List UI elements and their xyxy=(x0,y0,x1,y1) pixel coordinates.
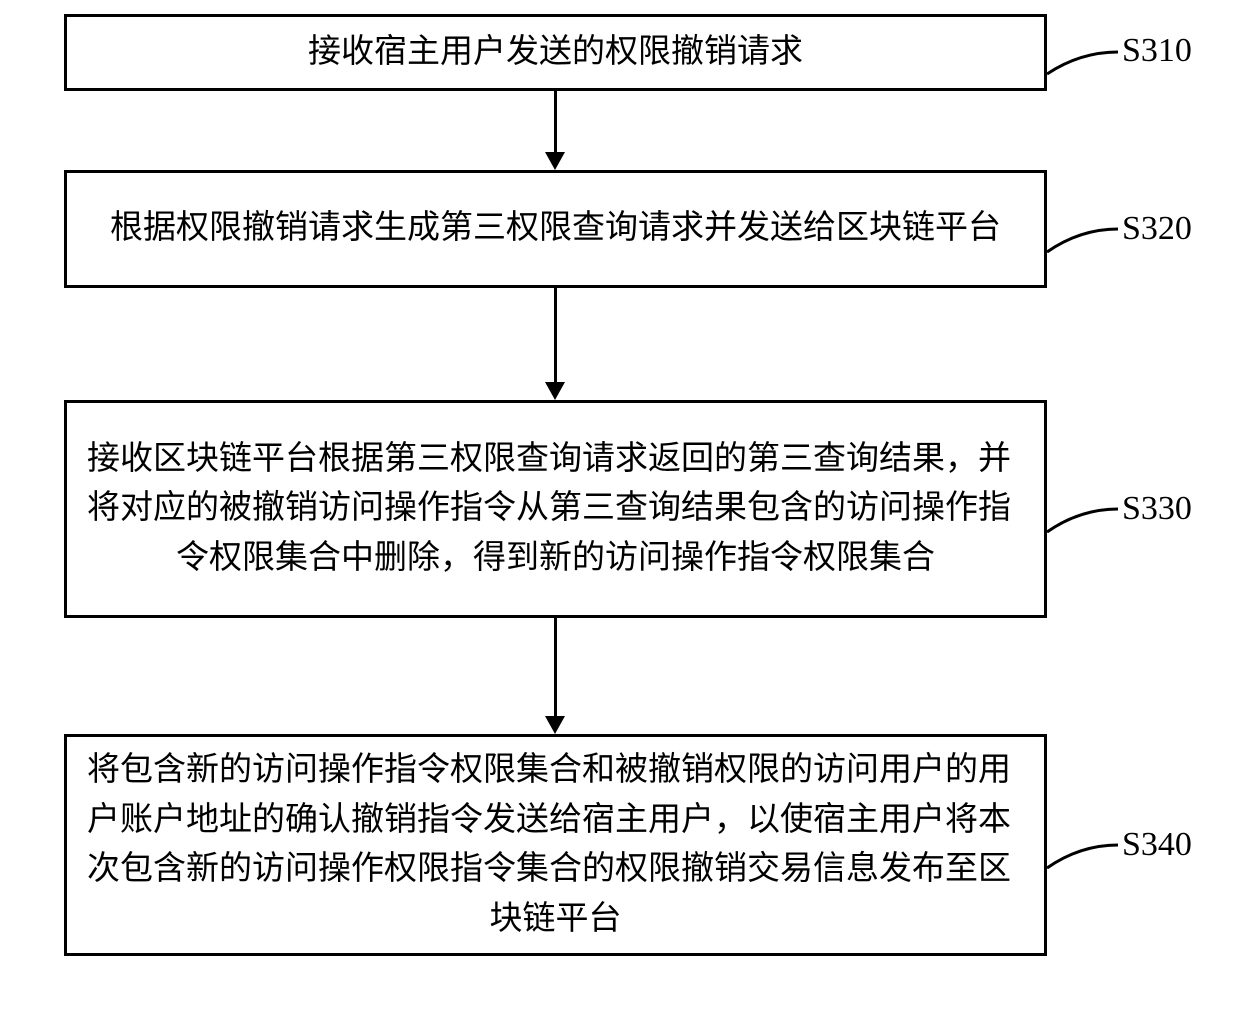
flowchart-canvas: 接收宿主用户发送的权限撤销请求 S310 根据权限撤销请求生成第三权限查询请求并… xyxy=(0,0,1240,1022)
label-connector-4 xyxy=(0,0,1240,1022)
